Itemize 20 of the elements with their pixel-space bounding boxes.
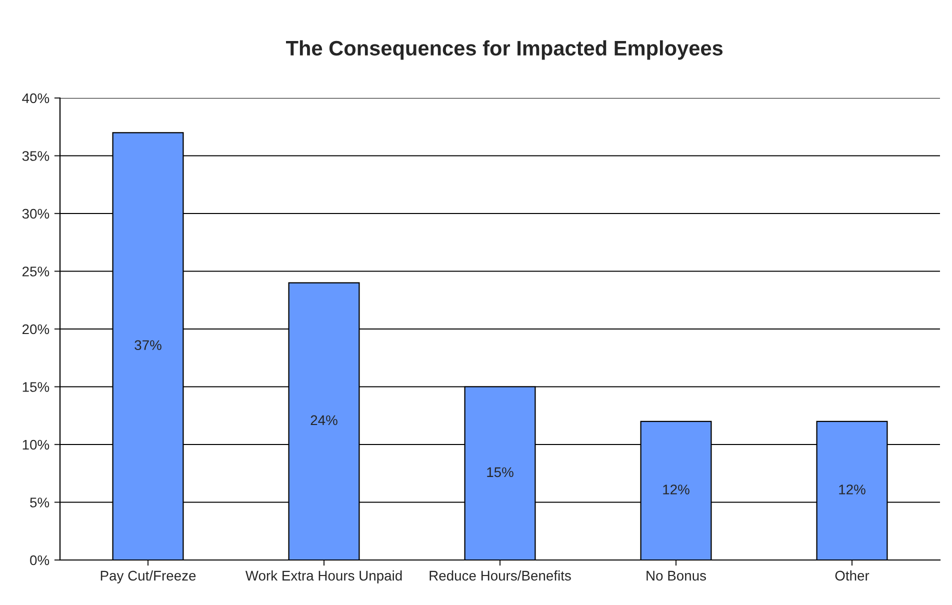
chart-title: The Consequences for Impacted Employees — [286, 40, 723, 60]
y-tick-label: 5% — [30, 498, 50, 508]
x-tick-label: Pay Cut/Freeze — [100, 570, 196, 584]
data-label: 24% — [310, 415, 338, 426]
data-label: 37% — [134, 340, 162, 350]
x-tick-label: Reduce Hours/Benefits — [430, 570, 571, 581]
data-label: 12% — [663, 484, 690, 494]
y-tick-label: 10% — [22, 440, 50, 450]
x-tick-label: No Bonus — [646, 570, 706, 581]
y-tick-label: 35% — [22, 151, 50, 161]
y-tick-label: 0% — [30, 555, 50, 566]
y-tick-label: 30% — [22, 208, 50, 219]
x-tick-label: Other — [835, 570, 870, 581]
y-tick-label: 40% — [22, 93, 50, 104]
data-label: 15% — [487, 467, 514, 478]
data-label: 12% — [839, 484, 866, 494]
y-tick-label: 15% — [22, 382, 50, 392]
x-tick-label: Work Extra Hours Unpaid — [245, 570, 402, 584]
y-tick-label: 25% — [22, 266, 50, 276]
y-tick-label: 20% — [22, 324, 50, 334]
